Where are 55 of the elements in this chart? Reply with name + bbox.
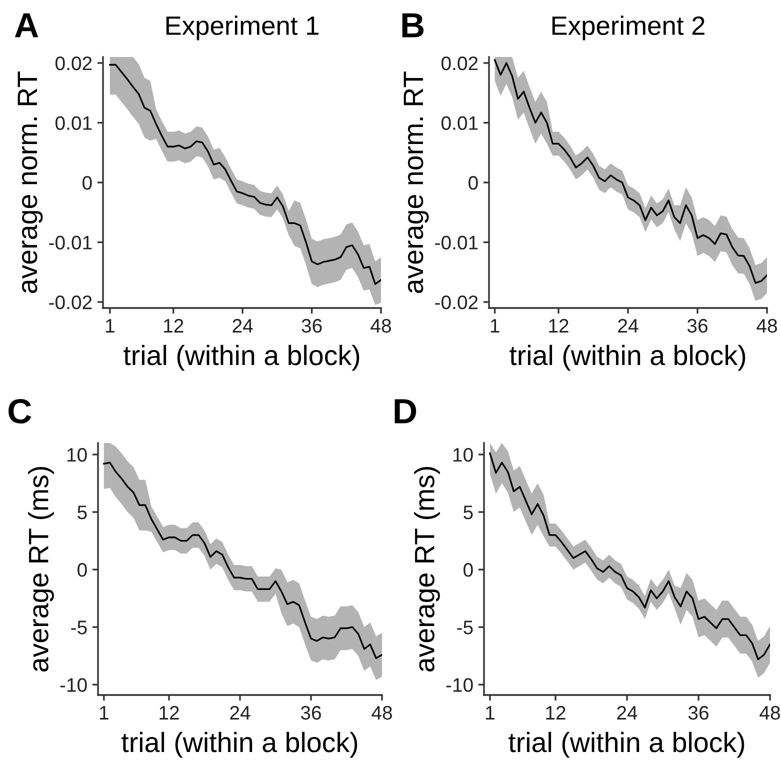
chart-title: Experiment 1 — [166, 16, 318, 40]
x-tick-label: 36 — [302, 318, 322, 333]
x-axis-title: trial (within a block) — [124, 344, 360, 371]
y-tick-label: -10 — [60, 678, 87, 692]
y-tick-label: 5 — [464, 506, 473, 520]
x-tick-label: 1 — [100, 706, 108, 720]
y-tick-label: 0.01 — [442, 116, 478, 130]
y-tick-label: 0.01 — [56, 116, 92, 130]
y-tick-label: 0.02 — [56, 56, 92, 70]
x-tick-label: 24 — [230, 706, 250, 720]
x-axis-title: trial (within a block) — [510, 344, 746, 371]
y-tick-label: -0.02 — [435, 295, 478, 310]
x-tick-label: 12 — [546, 706, 566, 720]
x-tick-label: 1 — [106, 319, 114, 333]
y-tick-label: 10 — [67, 448, 87, 462]
x-tick-label: 24 — [618, 318, 638, 333]
x-tick-label: 24 — [617, 706, 638, 720]
y-tick-label: -10 — [446, 678, 473, 692]
x-tick-label: 48 — [372, 706, 392, 720]
x-tick-label: 36 — [687, 318, 708, 333]
x-tick-label: 36 — [688, 706, 708, 720]
x-axis-title: trial (within a block) — [122, 732, 358, 758]
x-tick-label: 1 — [486, 706, 494, 720]
y-tick-label: 0 — [82, 176, 92, 190]
y-tick-label: -0.02 — [49, 295, 92, 310]
text: D — [394, 399, 416, 424]
y-axis-title: average RT (ms) — [414, 467, 440, 672]
y-tick-label: -5 — [71, 620, 87, 634]
y-tick-label: 0 — [468, 176, 478, 190]
x-tick-label: 48 — [760, 706, 780, 720]
y-tick-label: -0.01 — [435, 236, 478, 250]
text: B — [402, 13, 424, 38]
x-tick-label: 48 — [756, 318, 777, 333]
y-axis-title: average norm. RT — [18, 71, 43, 293]
line-series — [103, 462, 382, 660]
x-tick-label: 24 — [232, 318, 253, 333]
y-tick-label: 10 — [453, 448, 473, 462]
y-axis-title: average norm. RT — [404, 71, 429, 293]
y-tick-label: -5 — [457, 620, 473, 634]
x-tick-label: 12 — [160, 706, 179, 720]
text: A — [14, 13, 38, 38]
x-axis-title: trial (within a block) — [508, 732, 744, 758]
y-tick-label: 0 — [78, 563, 87, 577]
y-tick-label: 0.02 — [442, 56, 478, 70]
y-tick-label: 0 — [464, 563, 473, 577]
x-tick-label: 48 — [370, 318, 391, 333]
x-tick-label: 12 — [164, 318, 184, 333]
y-tick-label: 5 — [78, 506, 87, 520]
y-tick-label: -0.01 — [49, 236, 92, 250]
y-axis-title: average RT (ms) — [28, 467, 54, 672]
text: C — [8, 398, 32, 424]
x-tick-label: 12 — [549, 318, 568, 333]
chart-title: Experiment 2 — [552, 16, 704, 40]
x-tick-label: 1 — [490, 319, 500, 333]
x-tick-label: 36 — [300, 706, 321, 720]
